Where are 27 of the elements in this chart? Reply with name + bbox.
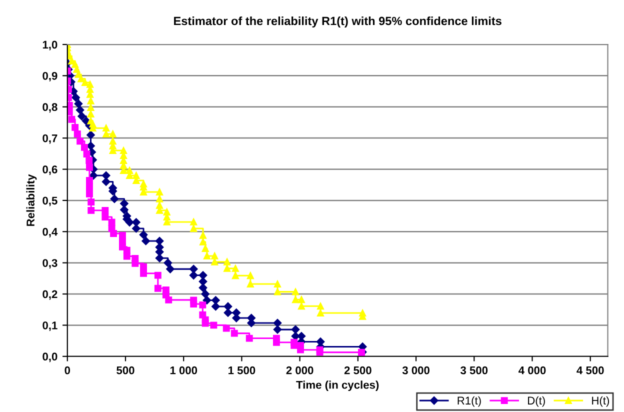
x-tick-label: 500 <box>116 366 134 374</box>
y-tick-label: 0,3 <box>42 259 58 269</box>
y-tick-label: 0,4 <box>42 228 58 238</box>
x-tick-label: 1 500 <box>228 366 256 374</box>
x-tick-label: 2 500 <box>344 366 372 374</box>
x-tick-label: 0 <box>64 366 70 374</box>
legend-label: D(t) <box>528 396 545 407</box>
y-tick-label: 1,0 <box>42 40 58 50</box>
y-tick-label: 0,6 <box>42 166 58 175</box>
y-tick-label: 0,0 <box>42 352 58 362</box>
x-tick-label: 2 000 <box>286 366 314 374</box>
legend-label: R1(t) <box>458 396 481 407</box>
x-tick-label: 3 000 <box>402 366 430 374</box>
x-tick-label: 3 500 <box>460 366 488 374</box>
x-tick-label: 1 000 <box>170 366 198 374</box>
y-tick-label: 0,8 <box>42 103 58 113</box>
y-axis-title: Reliability <box>26 174 37 226</box>
y-tick-label: 0,5 <box>42 196 58 206</box>
x-axis-title: Time (in cycles) <box>296 380 379 391</box>
y-tick-label: 0,2 <box>42 290 58 300</box>
chart-title: Estimator of the reliability R1(t) with 95% confidence limits <box>174 16 502 28</box>
y-tick-label: 0,9 <box>42 72 58 82</box>
x-tick-label: 4 000 <box>518 366 546 374</box>
legend-label: H(t) <box>592 396 610 407</box>
y-tick-label: 0,1 <box>42 321 58 331</box>
x-tick-label: 4 500 <box>576 366 604 374</box>
y-tick-label: 0,7 <box>42 134 58 144</box>
